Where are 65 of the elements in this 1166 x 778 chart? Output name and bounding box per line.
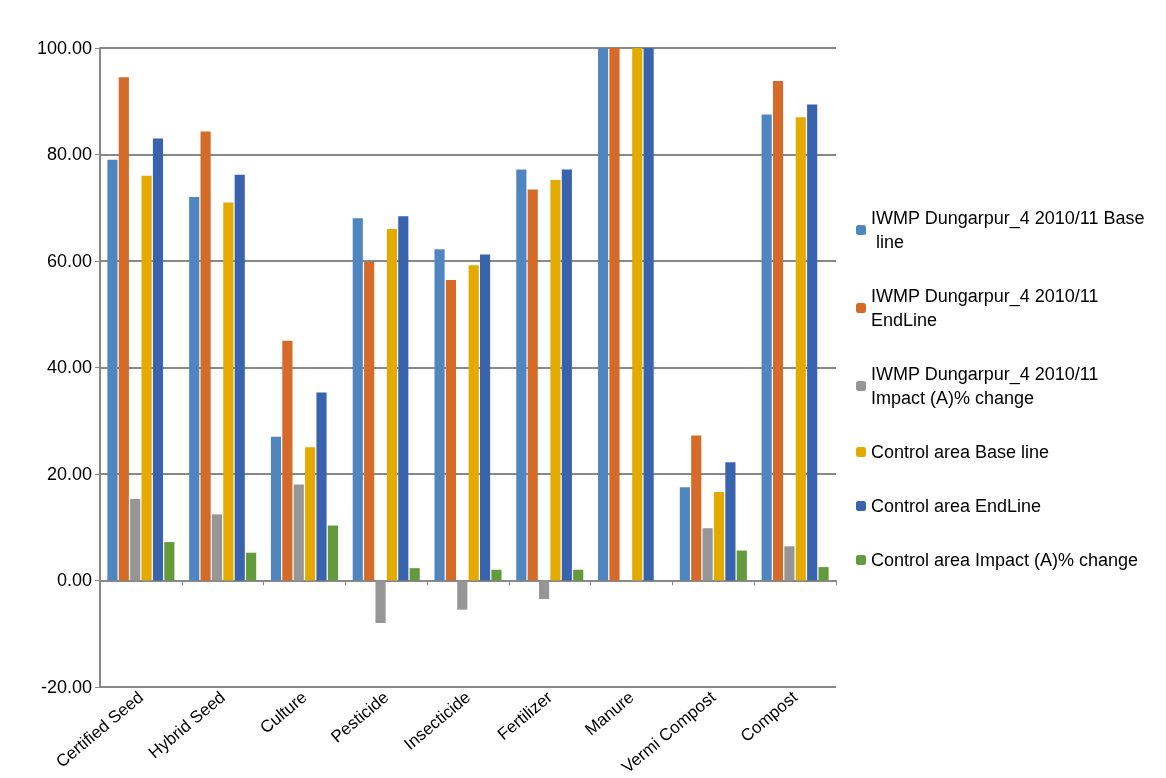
bar — [561, 169, 572, 581]
legend-label: IWMP Dungarpur_4 2010/11 EndLine — [871, 286, 1104, 330]
legend-label: Control area EndLine — [871, 496, 1042, 516]
bar — [375, 580, 386, 623]
bar — [736, 550, 747, 581]
bar — [305, 447, 316, 581]
bar — [784, 546, 795, 581]
bar — [130, 498, 141, 581]
bar — [795, 117, 806, 581]
bar — [246, 552, 257, 581]
bar — [434, 249, 445, 581]
bar — [632, 48, 643, 581]
bar — [211, 514, 223, 581]
bar — [818, 567, 829, 581]
bar — [386, 229, 397, 581]
bar — [807, 104, 818, 581]
bar — [457, 580, 468, 610]
bar — [468, 265, 479, 581]
bar — [550, 180, 561, 581]
bar — [516, 169, 527, 581]
bar — [398, 216, 409, 581]
bar — [479, 254, 491, 581]
y-tick-label: 0.00 — [56, 570, 92, 591]
bar — [352, 218, 363, 581]
bar — [772, 81, 784, 581]
bar — [409, 568, 420, 581]
y-tick-label: 100.00 — [36, 38, 92, 58]
bar — [107, 159, 118, 581]
bar — [713, 492, 725, 581]
legend-label: Control area Impact (A)% change — [871, 550, 1139, 570]
bar — [293, 484, 304, 581]
bar — [527, 189, 538, 581]
bar — [234, 174, 245, 581]
bar — [270, 436, 282, 581]
bar — [643, 48, 654, 581]
y-tick-label: 80.00 — [46, 144, 92, 165]
bar — [141, 175, 152, 581]
y-tick-label: 20.00 — [46, 463, 92, 484]
bar — [679, 487, 690, 581]
bar — [702, 528, 713, 581]
bar — [445, 280, 457, 581]
legend-label: IWMP Dungarpur_4 2010/11 Impact (A)% change — [871, 364, 1104, 408]
bar — [118, 77, 129, 581]
bar — [152, 138, 164, 581]
bar — [189, 197, 200, 581]
bar — [725, 462, 736, 581]
y-tick-label: 60.00 — [46, 250, 92, 271]
bar — [761, 114, 772, 581]
bar — [573, 569, 584, 581]
bar — [609, 48, 620, 581]
bar — [282, 340, 293, 581]
y-tick-label: 40.00 — [46, 357, 92, 378]
bar — [316, 392, 327, 581]
bar — [364, 262, 375, 581]
bar — [539, 580, 550, 600]
legend-label: Control area Base line — [871, 442, 1050, 462]
bar — [598, 48, 609, 581]
bar — [164, 542, 175, 581]
bar — [491, 569, 502, 581]
bar — [200, 131, 211, 581]
bar — [691, 435, 702, 581]
bar — [327, 525, 338, 581]
legend-label: IWMP Dungarpur_4 2010/11 Base line — [871, 208, 1145, 252]
bar — [223, 202, 234, 581]
y-tick-label: -20.00 — [40, 676, 92, 697]
